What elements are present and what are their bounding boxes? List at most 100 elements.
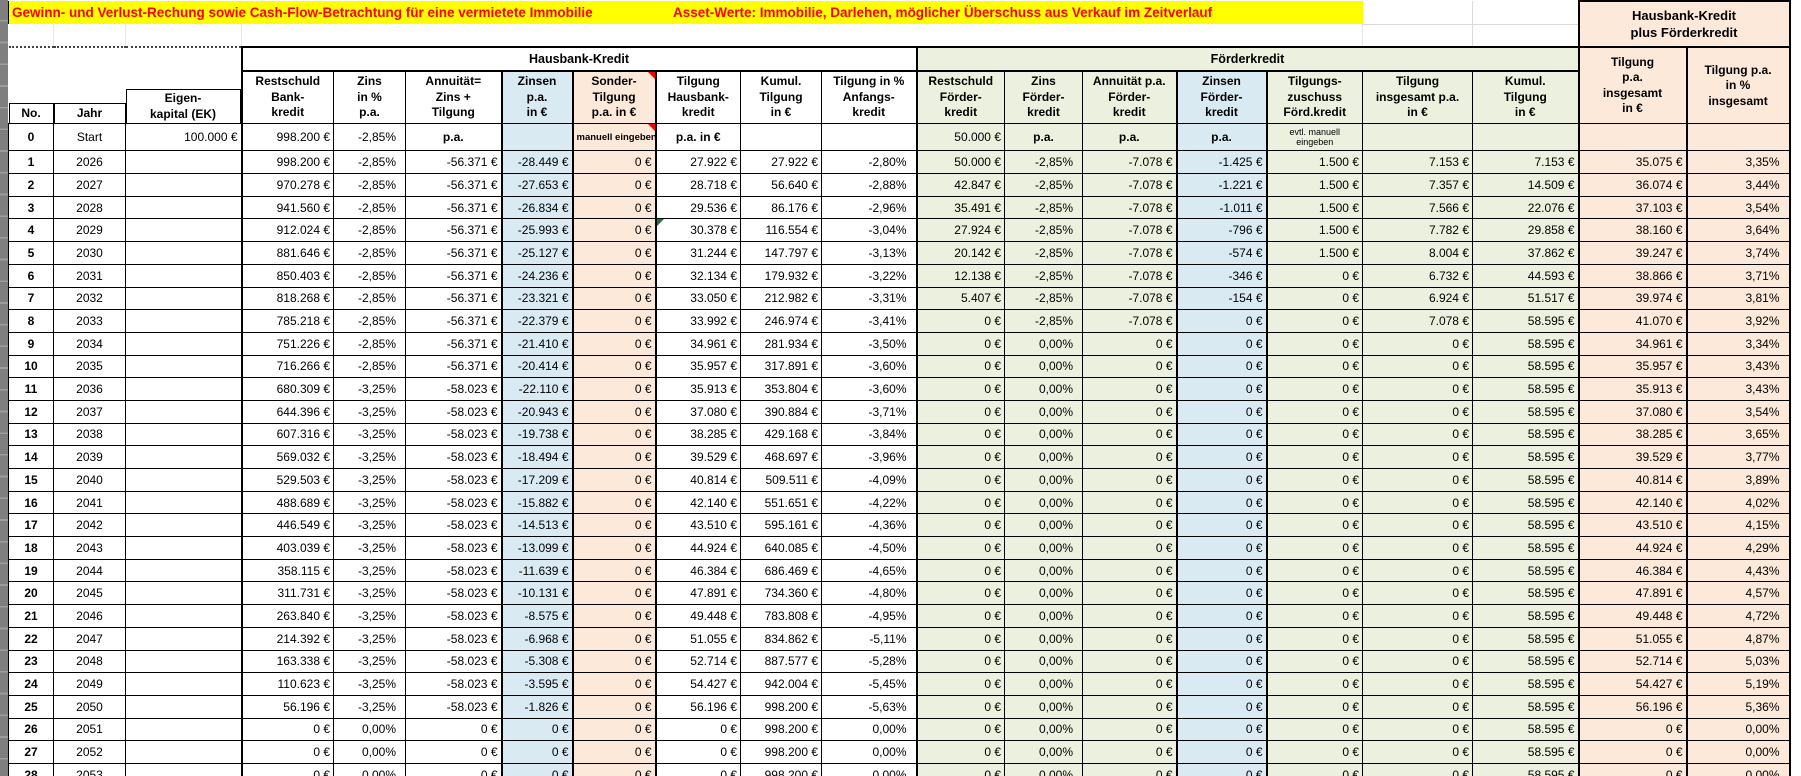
cell-r10-annuitaet_foerder[interactable]: 0 €	[1082, 354, 1177, 379]
cell-r10-no[interactable]: 10	[8, 354, 54, 379]
colhead-tilgungszuschuss[interactable]: Tilgungs-zuschuss Förd.kredit	[1265, 70, 1363, 125]
cell-r23-annuitaet_foerder[interactable]: 0 €	[1082, 649, 1177, 674]
cell-r4-tilgung_pa_gesamt[interactable]: 38.160 €	[1577, 218, 1687, 243]
cell-r11-tilgung_pa_gesamt[interactable]: 35.913 €	[1577, 377, 1687, 401]
cell-r13-tilgung_hausbank[interactable]: 38.285 €	[654, 422, 741, 447]
cell-r25-annuitaet[interactable]: -58.023 €	[405, 694, 502, 719]
cell-r8-sondertilgung[interactable]: 0 €	[571, 309, 656, 333]
cell-r2-tilgung_pa_gesamt[interactable]: 36.074 €	[1577, 173, 1687, 197]
cell-r1-jahr[interactable]: 2026	[53, 150, 126, 175]
cell-r24-tilgung_pct[interactable]: -5,45%	[821, 672, 917, 696]
cell-r7-zinsen_pa[interactable]: -23.321 €	[500, 286, 573, 311]
cell-r22-zinsen_pa[interactable]: -6.968 €	[500, 626, 573, 651]
cell-r4-tilgung_pct[interactable]: -3,04%	[821, 218, 917, 243]
cell-r16-tilgung_insgesamt[interactable]: 0 €	[1362, 490, 1473, 515]
cell-r9-sondertilgung[interactable]: 0 €	[571, 331, 656, 356]
cell-r23-tilgung_pa_gesamt[interactable]: 52.714 €	[1577, 649, 1687, 674]
cell-r14-jahr[interactable]: 2039	[53, 445, 126, 469]
cell-r11-jahr[interactable]: 2036	[53, 377, 126, 401]
cell-r13-no[interactable]: 13	[8, 422, 54, 447]
cell-r8-annuitaet_foerder[interactable]: -7.078 €	[1082, 309, 1177, 333]
cell-r9-tilgung_pa_gesamt[interactable]: 34.961 €	[1577, 331, 1687, 356]
cell-r11-zins_foerder[interactable]: 0,00%	[1004, 377, 1083, 401]
cell-r25-sondertilgung[interactable]: 0 €	[571, 694, 656, 719]
cell-r16-tilgung_pct_gesamt[interactable]: 4,02%	[1685, 490, 1791, 515]
cell-r15-no[interactable]: 15	[8, 468, 54, 492]
cell-r4-annuitaet[interactable]: -56.371 €	[405, 218, 502, 243]
cell-r19-tilgung_pct_gesamt[interactable]: 4,43%	[1685, 558, 1791, 583]
cell-r25-restschuld_bank[interactable]: 56.196 €	[240, 694, 334, 719]
cell-r11-kumul_tilgung_foerder[interactable]: 58.595 €	[1472, 377, 1579, 401]
cell-r6-sondertilgung[interactable]: 0 €	[571, 263, 656, 288]
cell-r8-tilgung_pct_gesamt[interactable]: 3,92%	[1685, 309, 1791, 333]
colhead-sondertilgung[interactable]: Sonder- Tilgung p.a. in €	[571, 70, 656, 125]
cell-r15-annuitaet[interactable]: -58.023 €	[405, 468, 502, 492]
cell-r23-tilgung_pct[interactable]: -5,28%	[821, 649, 917, 674]
group-foerderkredit[interactable]: Förderkredit	[915, 46, 1580, 72]
cell-r17-restschuld_bank[interactable]: 446.549 €	[240, 513, 334, 538]
cell-r24-tilgung_hausbank[interactable]: 54.427 €	[654, 672, 741, 696]
cell-r24-sondertilgung[interactable]: 0 €	[571, 672, 656, 696]
cell-r16-zins_pct[interactable]: -3,25%	[333, 490, 406, 515]
colhead-tilgung_hausbank[interactable]: Tilgung Hausbank-kredit	[654, 70, 741, 125]
cell-r5-kumul_tilgung_foerder[interactable]: 37.862 €	[1472, 241, 1579, 265]
cell-r17-sondertilgung[interactable]: 0 €	[571, 513, 656, 538]
cell-r26-sondertilgung[interactable]: 0 €	[571, 717, 656, 742]
cell-r8-zins_foerder[interactable]: -2,85%	[1004, 309, 1083, 333]
cell-r10-kumul_tilgung[interactable]: 317.891 €	[740, 354, 822, 379]
cell-r10-tilgung_insgesamt[interactable]: 0 €	[1362, 354, 1473, 379]
cell-r15-zinsen_pa[interactable]: -17.209 €	[500, 468, 573, 492]
cell-r16-jahr[interactable]: 2041	[53, 490, 126, 515]
cell-r5-zinsen_pa[interactable]: -25.127 €	[500, 241, 573, 265]
cell-r11-kumul_tilgung[interactable]: 353.804 €	[740, 377, 822, 401]
cell-r10-tilgung_pa_gesamt[interactable]: 35.957 €	[1577, 354, 1687, 379]
cell-r15-tilgungszuschuss[interactable]: 0 €	[1265, 468, 1363, 492]
cell-r2-sondertilgung[interactable]: 0 €	[571, 173, 656, 197]
cell-r21-zinsen_pa[interactable]: -8.575 €	[500, 604, 573, 628]
cell-r25-eigenkapital[interactable]	[125, 694, 242, 719]
cell-r14-kumul_tilgung_foerder[interactable]: 58.595 €	[1472, 445, 1579, 469]
cell-r11-restschuld_bank[interactable]: 680.309 €	[240, 377, 334, 401]
cell-r17-tilgung_hausbank[interactable]: 43.510 €	[654, 513, 741, 538]
cell-r22-tilgungszuschuss[interactable]: 0 €	[1265, 626, 1363, 651]
cell-r14-restschuld_bank[interactable]: 569.032 €	[240, 445, 334, 469]
cell-r2-zins_foerder[interactable]: -2,85%	[1004, 173, 1083, 197]
cell-r24-zins_pct[interactable]: -3,25%	[333, 672, 406, 696]
cell-r11-sondertilgung[interactable]: 0 €	[571, 377, 656, 401]
cell-r11-zinsen_foerder[interactable]: 0 €	[1175, 377, 1267, 401]
cell-r11-zins_pct[interactable]: -3,25%	[333, 377, 406, 401]
cell-r13-zinsen_foerder[interactable]: 0 €	[1175, 422, 1267, 447]
cell-r20-tilgung_insgesamt[interactable]: 0 €	[1362, 581, 1473, 606]
cell-r16-zinsen_pa[interactable]: -15.882 €	[500, 490, 573, 515]
cell-r2-annuitaet_foerder[interactable]: -7.078 €	[1082, 173, 1177, 197]
cell-r3-no[interactable]: 3	[8, 195, 54, 220]
cell-r0-jahr[interactable]: Start	[53, 123, 126, 152]
cell-r16-tilgung_pct[interactable]: -4,22%	[821, 490, 917, 515]
cell-r13-tilgung_insgesamt[interactable]: 0 €	[1362, 422, 1473, 447]
cell-r22-tilgung_pct_gesamt[interactable]: 4,87%	[1685, 626, 1791, 651]
cell-r2-tilgungszuschuss[interactable]: 1.500 €	[1265, 173, 1363, 197]
colhead-eigenkapital[interactable]: Eigen-kapital (EK)	[125, 89, 241, 124]
cell-r24-zinsen_foerder[interactable]: 0 €	[1175, 672, 1267, 696]
cell-r0-restschuld_foerder[interactable]: 50.000 €	[915, 123, 1005, 152]
cell-r17-restschuld_foerder[interactable]: 0 €	[915, 513, 1005, 538]
cell-r23-tilgung_pct_gesamt[interactable]: 5,03%	[1685, 649, 1791, 674]
cell-r10-zinsen_pa[interactable]: -20.414 €	[500, 354, 573, 379]
cell-r17-annuitaet_foerder[interactable]: 0 €	[1082, 513, 1177, 538]
cell-r26-tilgungszuschuss[interactable]: 0 €	[1265, 717, 1363, 742]
cell-r17-zinsen_pa[interactable]: -14.513 €	[500, 513, 573, 538]
cell-r7-no[interactable]: 7	[8, 286, 54, 311]
cell-r4-no[interactable]: 4	[8, 218, 54, 243]
cell-r23-zinsen_foerder[interactable]: 0 €	[1175, 649, 1267, 674]
cell-r15-tilgung_pct[interactable]: -4,09%	[821, 468, 917, 492]
cell-r19-zinsen_foerder[interactable]: 0 €	[1175, 558, 1267, 583]
cell-r27-zins_foerder[interactable]: 0,00%	[1004, 740, 1083, 764]
cell-r11-annuitaet[interactable]: -58.023 €	[405, 377, 502, 401]
cell-r14-tilgung_insgesamt[interactable]: 0 €	[1362, 445, 1473, 469]
cell-r17-no[interactable]: 17	[8, 513, 54, 538]
cell-r13-restschuld_bank[interactable]: 607.316 €	[240, 422, 334, 447]
cell-r13-tilgung_pct[interactable]: -3,84%	[821, 422, 917, 447]
cell-r13-annuitaet_foerder[interactable]: 0 €	[1082, 422, 1177, 447]
cell-r4-zinsen_pa[interactable]: -25.993 €	[500, 218, 573, 243]
cell-r27-restschuld_foerder[interactable]: 0 €	[915, 740, 1005, 764]
